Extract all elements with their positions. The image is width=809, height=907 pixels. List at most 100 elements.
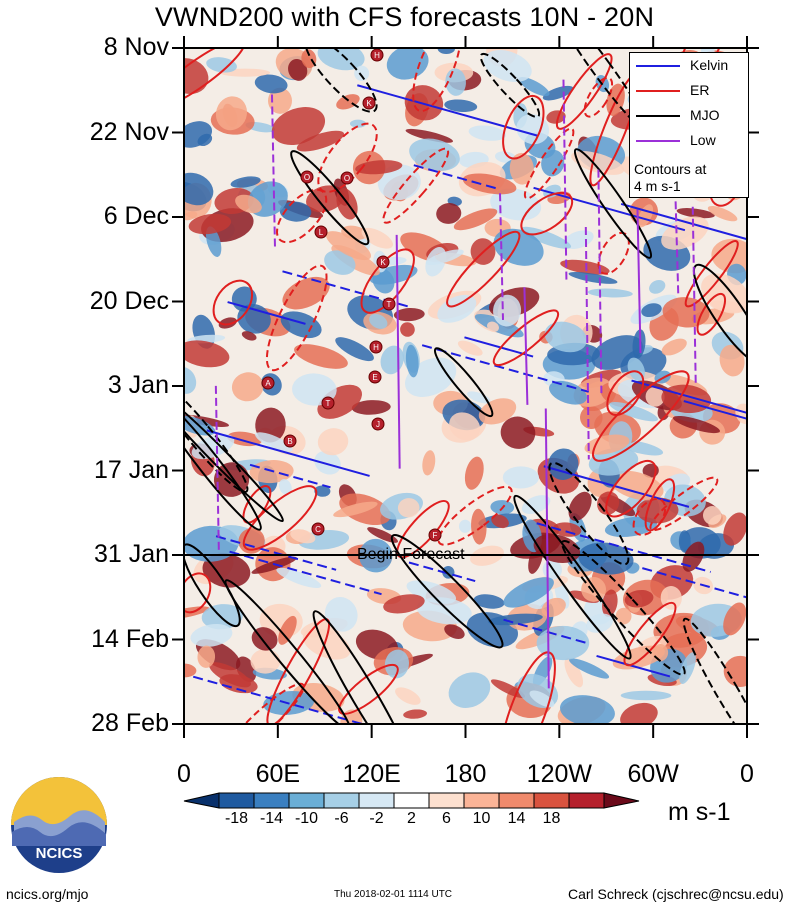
anomaly-cell <box>609 470 664 501</box>
anomaly-cell <box>354 65 370 82</box>
y-tick-label: 17 Jan <box>93 455 169 484</box>
anomaly-cell <box>620 702 658 724</box>
anomaly-cell <box>502 466 539 489</box>
kelvin-contour <box>206 429 370 477</box>
anomaly-cell <box>448 672 491 708</box>
mjo-contour <box>304 48 378 113</box>
anomaly-cell <box>568 491 592 521</box>
storm-marker-label: O <box>304 173 310 182</box>
anomaly-cell <box>393 307 425 322</box>
anomaly-cell <box>314 485 331 497</box>
storm-marker: O <box>340 171 354 185</box>
anomaly-cell <box>288 58 308 81</box>
logo-text: NCICS <box>36 845 83 862</box>
low-contour <box>584 227 590 460</box>
mjo-contour <box>561 539 686 676</box>
anomaly-cell <box>290 529 316 544</box>
colorbar-swatch <box>358 792 395 809</box>
anomaly-cell <box>458 519 472 533</box>
storm-marker: F <box>428 528 442 542</box>
legend-item-er: ER <box>634 82 746 100</box>
anomaly-cell <box>280 311 322 339</box>
colorbar-label: 18 <box>542 810 561 827</box>
anomaly-cell <box>197 645 216 668</box>
storm-marker: H <box>369 340 383 354</box>
anomaly-cell <box>301 49 317 69</box>
anomaly-cell <box>271 107 326 146</box>
er-contour <box>276 188 328 244</box>
mjo-contour <box>312 610 416 724</box>
legend-line-kelvin <box>636 65 680 67</box>
anomaly-cell <box>333 501 378 518</box>
anomaly-cell <box>493 294 522 327</box>
anomaly-cell <box>340 709 363 724</box>
anomaly-cell <box>661 338 687 356</box>
legend-line-er <box>636 90 680 92</box>
y-tick-label: 3 Jan <box>107 371 169 399</box>
storm-marker: E <box>368 370 382 384</box>
anomaly-cell <box>335 337 374 362</box>
anomaly-cell <box>641 303 662 318</box>
x-tick-label: 0 <box>177 760 191 788</box>
anomaly-cell <box>521 495 551 514</box>
anomaly-cell <box>723 512 747 546</box>
anomaly-cell <box>620 690 672 701</box>
kelvin-contour <box>620 202 747 241</box>
x-tick-label: 0 <box>740 760 754 788</box>
anomaly-cell <box>251 556 297 574</box>
colorbar-label: -2 <box>369 810 384 827</box>
anomaly-cell <box>560 259 610 275</box>
anomaly-cell <box>554 581 570 609</box>
kelvin-contour <box>631 379 747 414</box>
er-contour <box>446 230 521 308</box>
low-contour <box>636 209 642 354</box>
kelvin-contour <box>192 675 366 724</box>
anomaly-cell <box>672 415 720 434</box>
mjo-contour <box>433 347 494 418</box>
y-tick-label: 22 Nov <box>89 117 169 146</box>
mjo-contour <box>184 390 284 523</box>
anomaly-cell <box>422 450 436 476</box>
anomaly-cell <box>503 577 554 608</box>
footer-url[interactable]: ncics.org/mjo <box>6 886 89 902</box>
anomaly-cell <box>250 648 281 674</box>
storm-marker: T <box>382 297 396 311</box>
legend-label-low: Low <box>690 132 716 148</box>
er-contour <box>605 459 657 518</box>
anomaly-cell <box>546 110 566 124</box>
anomaly-cell <box>367 527 398 543</box>
er-contour <box>555 53 613 130</box>
y-tick-label: 31 Jan <box>93 540 169 568</box>
storm-marker-label: O <box>344 174 350 183</box>
er-contour <box>212 279 254 326</box>
kelvin-contour <box>227 301 306 325</box>
colorbar-swatch <box>218 792 255 809</box>
kelvin-contour <box>533 186 686 232</box>
storm-marker-label: L <box>319 228 324 237</box>
low-contour <box>523 287 529 405</box>
anomaly-cell <box>549 380 587 405</box>
anomaly-cell <box>384 649 410 679</box>
kelvin-contour <box>464 336 534 358</box>
kelvin-contour <box>683 400 747 420</box>
storm-marker-label: F <box>433 531 438 540</box>
anomaly-cell <box>405 344 419 378</box>
anomaly-cell <box>383 594 425 614</box>
anomaly-cell <box>325 231 371 261</box>
colorbar-label: 2 <box>407 810 416 827</box>
anomaly-cell <box>541 149 565 177</box>
anomaly-cell <box>678 530 691 553</box>
anomaly-cell <box>369 313 388 329</box>
er-contour <box>644 478 676 532</box>
er-contour <box>492 309 560 367</box>
er-contour <box>502 94 545 160</box>
anomaly-cell <box>609 402 659 422</box>
legend-note-line2: 4 m s-1 <box>634 178 681 194</box>
anomaly-cell <box>568 271 618 284</box>
anomaly-cell <box>406 580 457 604</box>
anomaly-cell <box>386 48 429 80</box>
anomaly-cell <box>444 99 478 113</box>
colorbar-swatch <box>288 792 325 809</box>
storm-marker: C <box>311 522 325 536</box>
anomaly-cell <box>679 652 696 684</box>
